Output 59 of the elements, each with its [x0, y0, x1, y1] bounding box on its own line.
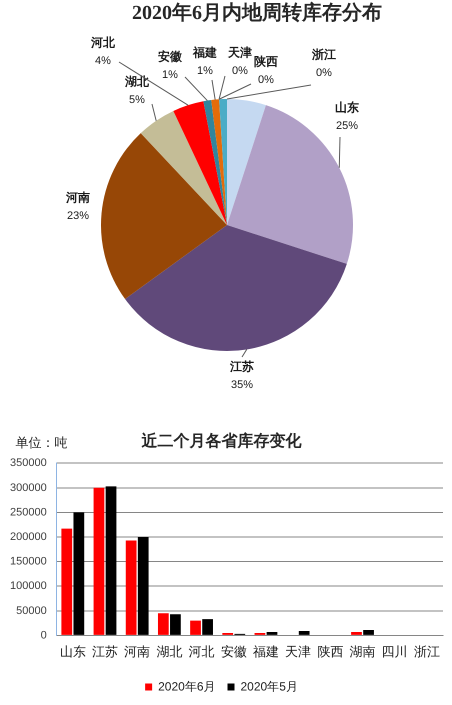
bar	[61, 528, 72, 635]
x-tick-label: 山东	[60, 644, 86, 659]
x-tick-label: 四川	[382, 644, 408, 659]
bar	[298, 630, 310, 635]
legend-label: 2020年5月	[240, 679, 298, 694]
y-tick-label: 50000	[16, 604, 47, 617]
x-tick-label: 安徽	[220, 644, 247, 659]
bar	[126, 540, 137, 635]
data-label: 5%	[129, 94, 146, 106]
data-label: 4%	[95, 55, 112, 68]
y-axis-title: 单位：吨	[16, 434, 68, 450]
text: 0%	[258, 74, 274, 86]
bar	[138, 537, 149, 635]
x-tick-label: 天津	[285, 644, 312, 659]
text: 0%	[232, 65, 248, 78]
x-tick-label: 陕西	[317, 644, 344, 659]
y-tick-label: 200000	[10, 531, 47, 544]
data-label: 1%	[162, 69, 178, 82]
x-tick-label: 河南	[124, 644, 150, 659]
bar	[106, 486, 116, 635]
slice-label: 湖北	[124, 74, 150, 88]
slice-label: 河北	[90, 35, 116, 50]
bar	[202, 619, 213, 635]
category-label: 陕西	[254, 54, 278, 68]
slice-label: 福建	[192, 45, 217, 60]
data-label: 1%	[197, 65, 214, 78]
x-tick-label: 湖北	[156, 644, 182, 659]
y-tick-label: 150000	[10, 556, 47, 568]
category-label: 浙江	[312, 47, 336, 62]
x-tick-label: 浙江	[414, 644, 440, 659]
bar	[266, 632, 278, 635]
slice-label: 江苏	[229, 359, 254, 374]
data-label: 23%	[66, 210, 90, 222]
bar	[170, 614, 181, 635]
data-label: 35%	[230, 379, 254, 392]
slice-label: 安徽	[158, 49, 183, 64]
chart-title: 近二个月各省库存变化	[140, 432, 302, 450]
x-tick-label: 河北	[188, 644, 215, 659]
x-tick-label: 江苏	[92, 644, 118, 659]
y-tick-label: 0	[40, 629, 47, 642]
bar	[190, 620, 201, 635]
text: 0%	[316, 67, 332, 80]
legend-label: 2020年6月	[158, 679, 216, 694]
slice-label: 山东	[335, 100, 359, 114]
y-tick-label: 250000	[10, 506, 47, 518]
slice-label: 河南	[65, 190, 90, 204]
bar	[363, 630, 374, 635]
chart-title: 2020年6月内地周转库存分布	[132, 1, 382, 24]
bar	[94, 488, 104, 635]
x-tick-label: 湖南	[350, 644, 376, 659]
y-tick-label: 350000	[10, 457, 47, 470]
y-tick-label: 100000	[10, 580, 47, 592]
bar	[158, 613, 169, 635]
category-label: 天津	[228, 45, 252, 60]
bar	[351, 632, 362, 635]
y-tick-label: 300000	[10, 482, 47, 494]
x-tick-label: 福建	[252, 644, 279, 659]
data-label: 25%	[336, 120, 358, 132]
bar	[73, 512, 84, 635]
